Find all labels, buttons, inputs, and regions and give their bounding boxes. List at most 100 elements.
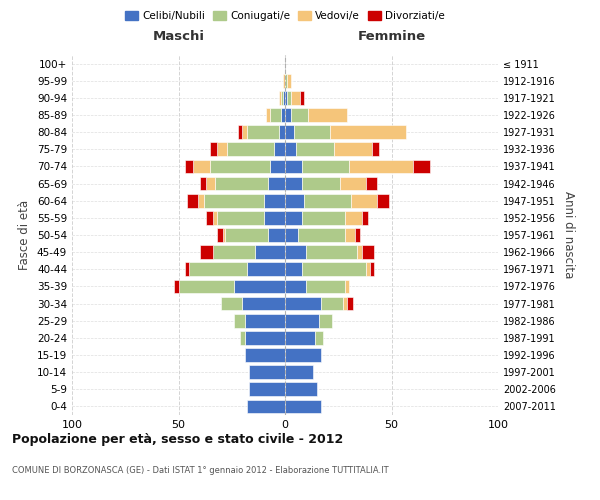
Bar — [285, 228, 298, 242]
Bar — [285, 382, 317, 396]
Text: Femmine: Femmine — [358, 30, 425, 43]
Bar — [234, 280, 285, 293]
Bar — [366, 176, 377, 190]
Bar — [285, 176, 302, 190]
Bar — [247, 400, 285, 413]
Bar — [355, 228, 359, 242]
Bar — [245, 314, 285, 328]
Bar — [307, 246, 358, 259]
Bar — [264, 194, 285, 207]
Bar — [227, 142, 274, 156]
Bar — [206, 211, 212, 224]
Bar — [302, 211, 344, 224]
Bar — [344, 228, 355, 242]
Bar — [268, 176, 285, 190]
Bar — [204, 194, 264, 207]
Bar — [221, 296, 242, 310]
Bar — [304, 194, 351, 207]
Bar — [296, 142, 334, 156]
Bar — [247, 126, 278, 139]
Bar — [211, 160, 270, 173]
Bar — [215, 176, 268, 190]
Bar — [285, 246, 307, 259]
Bar — [179, 280, 234, 293]
Text: Popolazione per età, sesso e stato civile - 2012: Popolazione per età, sesso e stato civil… — [12, 432, 343, 446]
Bar — [245, 331, 285, 344]
Bar — [334, 142, 373, 156]
Bar — [349, 160, 413, 173]
Bar — [189, 262, 247, 276]
Bar — [226, 228, 268, 242]
Bar — [302, 176, 340, 190]
Bar — [247, 262, 285, 276]
Bar — [315, 331, 323, 344]
Bar — [302, 262, 366, 276]
Bar — [249, 382, 285, 396]
Bar — [281, 108, 285, 122]
Bar — [343, 296, 347, 310]
Bar — [234, 314, 245, 328]
Bar — [285, 348, 321, 362]
Bar — [270, 108, 281, 122]
Y-axis label: Fasce di età: Fasce di età — [19, 200, 31, 270]
Text: Maschi: Maschi — [152, 30, 205, 43]
Bar — [200, 246, 212, 259]
Legend: Celibi/Nubili, Coniugati/e, Vedovi/e, Divorziati/e: Celibi/Nubili, Coniugati/e, Vedovi/e, Di… — [122, 8, 448, 24]
Bar — [344, 280, 349, 293]
Bar — [281, 91, 283, 104]
Bar — [285, 280, 307, 293]
Bar — [268, 228, 285, 242]
Bar — [285, 400, 321, 413]
Bar — [285, 91, 287, 104]
Bar — [217, 211, 264, 224]
Bar — [206, 176, 215, 190]
Bar — [298, 228, 344, 242]
Bar — [351, 194, 377, 207]
Bar — [358, 246, 362, 259]
Bar — [278, 91, 281, 104]
Bar — [362, 246, 374, 259]
Bar — [242, 126, 247, 139]
Bar — [264, 211, 285, 224]
Bar — [362, 211, 368, 224]
Bar — [285, 331, 315, 344]
Bar — [274, 142, 285, 156]
Bar — [187, 194, 197, 207]
Bar — [344, 211, 362, 224]
Bar — [223, 228, 226, 242]
Bar — [200, 176, 206, 190]
Bar — [185, 160, 193, 173]
Bar — [283, 91, 285, 104]
Bar — [270, 160, 285, 173]
Bar — [285, 108, 292, 122]
Bar — [211, 142, 217, 156]
Bar — [292, 91, 300, 104]
Bar — [242, 296, 285, 310]
Bar — [285, 160, 302, 173]
Bar — [321, 296, 343, 310]
Bar — [285, 74, 287, 88]
Bar — [285, 314, 319, 328]
Bar — [255, 246, 285, 259]
Bar — [287, 91, 292, 104]
Bar — [217, 228, 223, 242]
Bar — [212, 211, 217, 224]
Bar — [347, 296, 353, 310]
Bar — [285, 142, 296, 156]
Bar — [238, 126, 242, 139]
Bar — [292, 108, 308, 122]
Bar — [330, 126, 406, 139]
Bar — [307, 280, 344, 293]
Bar — [185, 262, 189, 276]
Bar — [413, 160, 430, 173]
Bar — [278, 126, 285, 139]
Bar — [293, 126, 330, 139]
Bar — [302, 160, 349, 173]
Bar — [366, 262, 370, 276]
Bar — [287, 74, 292, 88]
Y-axis label: Anni di nascita: Anni di nascita — [562, 192, 575, 278]
Bar — [285, 262, 302, 276]
Bar — [193, 160, 211, 173]
Bar — [285, 211, 302, 224]
Bar — [283, 74, 285, 88]
